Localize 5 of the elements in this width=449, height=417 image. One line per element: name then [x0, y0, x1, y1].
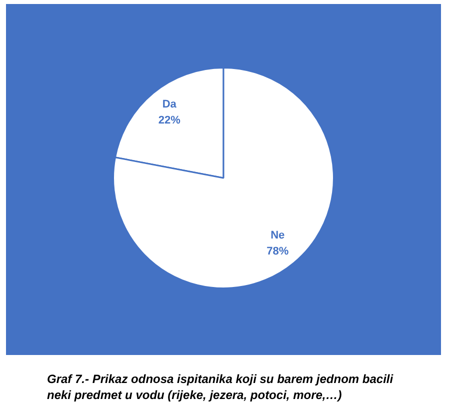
slice-label: Ne — [270, 229, 285, 242]
data-label: 78% — [266, 245, 289, 258]
text: Graf 7.- Prikaz odnosa ispitanika koji su barem jednom bacili neki predmet u vodu (rijeke, jezera, potoci, more,…) — [47, 371, 394, 403]
data-label: 22% — [158, 114, 181, 127]
slice-label: Da — [162, 98, 178, 111]
